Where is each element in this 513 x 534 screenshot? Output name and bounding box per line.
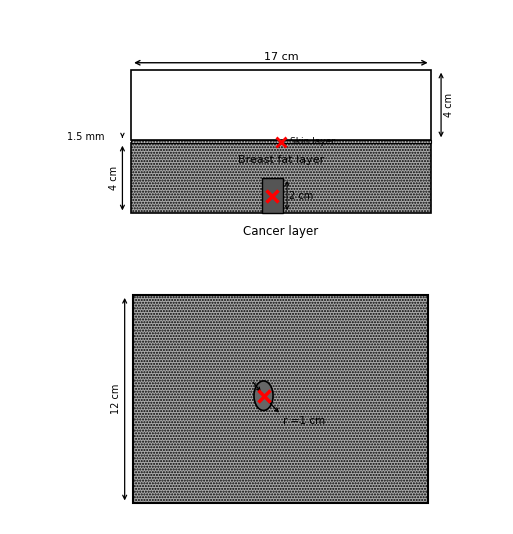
Text: 12 cm: 12 cm xyxy=(111,384,121,414)
Bar xyxy=(133,295,428,503)
Text: 2 cm: 2 cm xyxy=(289,191,313,201)
Text: r =1 cm: r =1 cm xyxy=(284,415,326,426)
Text: Cancer layer: Cancer layer xyxy=(243,225,319,238)
Bar xyxy=(131,140,430,143)
Bar xyxy=(131,70,430,140)
Text: Breast fat layer: Breast fat layer xyxy=(238,155,324,166)
Text: 4 cm: 4 cm xyxy=(109,166,119,190)
Bar xyxy=(131,143,430,213)
Ellipse shape xyxy=(254,381,273,411)
Text: 4 cm: 4 cm xyxy=(444,93,453,117)
Text: 1.5 mm: 1.5 mm xyxy=(67,132,105,142)
Bar xyxy=(262,178,283,213)
Text: Skin layer: Skin layer xyxy=(290,137,335,146)
Text: 17 cm: 17 cm xyxy=(264,52,298,62)
